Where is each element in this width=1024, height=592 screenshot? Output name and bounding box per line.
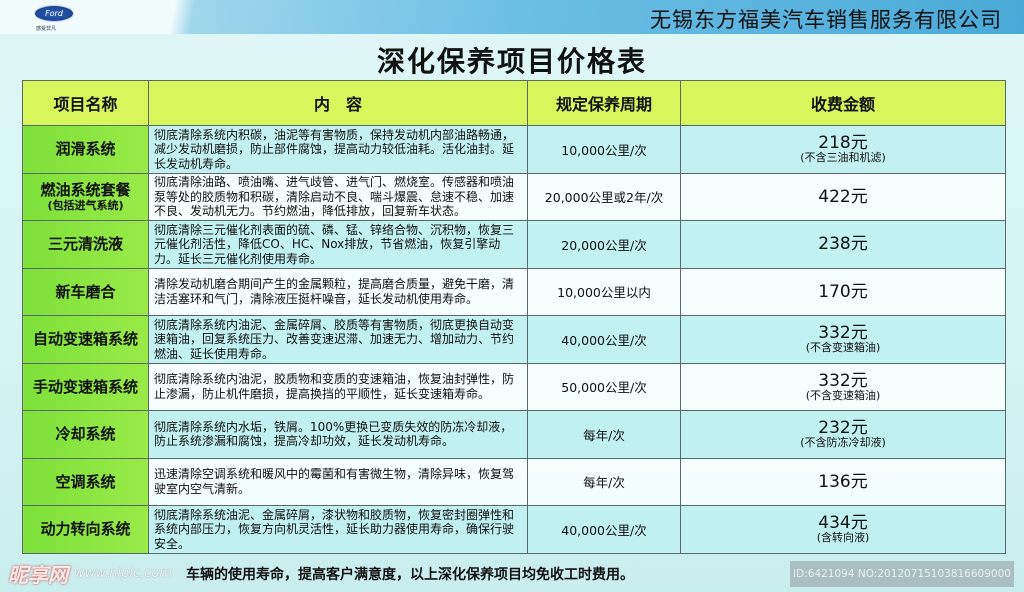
item-name: 手动变速箱系统	[22, 362, 149, 411]
watermark-url: www.nipic.com	[74, 566, 172, 581]
item-price: 422元	[680, 172, 1006, 221]
column-header: 项目名称	[22, 80, 149, 126]
item-cycle: 40,000公里/次	[527, 505, 681, 554]
column-header: 收费金额	[680, 80, 1006, 126]
item-content: 彻底清除三元催化剂表面的硫、磷、锰、锌络合物、沉积物，恢复三元催化剂活性，降低C…	[148, 220, 528, 269]
item-name-text: 冷却系统	[55, 425, 116, 444]
item-name: 新车磨合	[22, 267, 149, 316]
column-header: 内 容	[148, 80, 528, 126]
table-row: 三元清洗液 彻底清除三元催化剂表面的硫、磷、锰、锌络合物、沉积物，恢复三元催化剂活…	[22, 220, 1006, 269]
price-value: 136元	[818, 471, 868, 492]
price-note: (不含三油和机滤)	[800, 151, 886, 165]
price-table: 项目名称 内 容 规定保养周期 收费金额 润滑系统 彻底清除系统内积碳，油泥等有害…	[22, 80, 1006, 554]
item-name-text: 三元清洗液	[47, 235, 123, 254]
price-value: 332元	[818, 370, 868, 391]
item-content: 迅速清除空调系统和暖风中的霉菌和有害微生物，清除异味，恢复驾驶室内空气清新。	[148, 457, 528, 506]
item-price: 170元	[680, 267, 1006, 316]
item-name-text: 润滑系统	[55, 140, 116, 159]
company-name: 无锡东方福美汽车销售服务有限公司	[650, 8, 1002, 32]
item-price: 232元 (不含防冻冷却液)	[680, 410, 1006, 459]
item-name-text: 燃油系统套餐	[40, 181, 131, 200]
table-row: 动力转向系统 彻底清除系统油泥、金属碎屑，漆状物和胶质物，恢复密封圈弹性和系统内部…	[22, 505, 1006, 554]
item-name: 空调系统	[22, 457, 149, 506]
item-content: 彻底清除系统内积碳，油泥等有害物质，保持发动机内部油路畅通，减少发动机磨损，防止…	[148, 125, 528, 174]
item-content: 清除发动机磨合期间产生的金属颗粒，提高磨合质量，避免干磨，清洁活塞环和气门，清除…	[148, 267, 528, 316]
item-name-text: 新车磨合	[55, 282, 116, 301]
item-name: 冷却系统	[22, 410, 149, 459]
item-name-text: 空调系统	[55, 472, 116, 491]
item-cycle: 50,000公里/次	[527, 362, 681, 411]
table-row: 空调系统 迅速清除空调系统和暖风中的霉菌和有害微生物，清除异味，恢复驾驶室内空气清…	[22, 457, 1006, 506]
page-title: 深化保养项目价格表	[376, 45, 647, 78]
price-note: (含转向液)	[816, 531, 870, 545]
column-header: 规定保养周期	[527, 80, 681, 126]
item-name: 动力转向系统	[22, 505, 149, 554]
item-name-sub: (包括进气系统)	[47, 199, 124, 213]
item-price: 434元 (含转向液)	[680, 505, 1006, 554]
footer-note: 车辆的使用寿命，提高客户满意度，以上深化保养项目均免收工时费用。	[185, 566, 634, 583]
item-price: 238元	[680, 220, 1006, 269]
ford-logo: Ford	[34, 5, 74, 22]
item-content: 彻底清除系统内油泥、金属碎屑、胶质等有害物质，彻底更换自动变速箱油，回复系统压力…	[148, 315, 528, 364]
item-cycle: 10,000公里/次	[527, 125, 681, 174]
table-row: 自动变速箱系统 彻底清除系统内油泥、金属碎屑、胶质等有害物质，彻底更换自动变速箱油…	[22, 315, 1006, 364]
price-value: 434元	[818, 513, 868, 534]
price-note: (不含变速箱油)	[805, 388, 881, 402]
price-note: (不含防冻冷却液)	[800, 436, 886, 450]
item-price: 136元	[680, 457, 1006, 506]
table-row: 手动变速箱系统 彻底清除系统内油泥，胶质物和变质的变速箱油，恢复油封弹性，防止渗漏…	[22, 362, 1006, 411]
price-value: 170元	[818, 281, 868, 302]
item-price: 332元 (不含变速箱油)	[680, 362, 1006, 411]
item-cycle: 20,000公里或2年/次	[527, 172, 681, 221]
table-row: 润滑系统 彻底清除系统内积碳，油泥等有害物质，保持发动机内部油路畅通，减少发动机磨…	[22, 125, 1006, 174]
price-value: 422元	[818, 186, 868, 207]
item-content: 彻底清除系统内水垢，铁屑。100%更换已变质失效的防冻冷却液，防止系统渗漏和腐蚀…	[148, 410, 528, 459]
item-price: 332元 (不含变速箱油)	[680, 315, 1006, 364]
item-name: 自动变速箱系统	[22, 315, 149, 364]
item-content: 彻底清除系统内油泥，胶质物和变质的变速箱油，恢复油封弹性，防止渗漏，防止机件磨损…	[148, 362, 528, 411]
item-content: 彻底清除油路、喷油嘴、进气歧管、进气门、燃烧室。传感器和喷油泵等处的胶质物和积碳…	[148, 172, 528, 221]
price-value: 218元	[818, 133, 868, 154]
price-value: 332元	[818, 323, 868, 344]
main-content: 项目名称 内 容 规定保养周期 收费金额 润滑系统 彻底清除系统内积碳，油泥等有害…	[8, 80, 1014, 590]
table-row: 冷却系统 彻底清除系统内水垢，铁屑。100%更换已变质失效的防冻冷却液，防止系统渗…	[22, 410, 1006, 459]
item-name: 润滑系统	[22, 125, 149, 174]
price-value: 232元	[818, 418, 868, 439]
table-row: 新车磨合 清除发动机磨合期间产生的金属颗粒，提高磨合质量，避免干磨，清洁活塞环和气…	[22, 267, 1006, 316]
brand-slogan: 感受非凡	[36, 26, 57, 32]
watermark-logo: 昵享网	[8, 563, 68, 587]
price-note: (不含变速箱油)	[805, 341, 881, 355]
item-name: 三元清洗液	[22, 220, 149, 269]
item-name-text: 动力转向系统	[40, 520, 131, 539]
item-cycle: 40,000公里/次	[527, 315, 681, 364]
item-name-text: 自动变速箱系统	[32, 330, 138, 349]
table-row: 燃油系统套餐 (包括进气系统) 彻底清除油路、喷油嘴、进气歧管、进气门、燃烧室。传感…	[22, 172, 1006, 221]
price-value: 238元	[818, 234, 868, 255]
image-id: ID:6421094 NO:20120715103816609000	[790, 560, 1014, 587]
table-header: 项目名称 内 容 规定保养周期 收费金额	[22, 80, 1006, 126]
footer-row: 昵享网 www.nipic.com 车辆的使用寿命，提高客户满意度，以上深化保养…	[0, 558, 1024, 590]
item-name-text: 手动变速箱系统	[32, 377, 138, 396]
item-name: 燃油系统套餐 (包括进气系统)	[22, 172, 149, 221]
item-cycle: 每年/次	[527, 457, 681, 506]
item-cycle: 10,000公里以内	[527, 267, 681, 316]
item-price: 218元 (不含三油和机滤)	[680, 125, 1006, 174]
item-cycle: 20,000公里/次	[527, 220, 681, 269]
header-bar	[0, 0, 1024, 34]
item-content: 彻底清除系统油泥、金属碎屑，漆状物和胶质物，恢复密封圈弹性和系统内部压力，恢复方…	[148, 505, 528, 554]
item-cycle: 每年/次	[527, 410, 681, 459]
